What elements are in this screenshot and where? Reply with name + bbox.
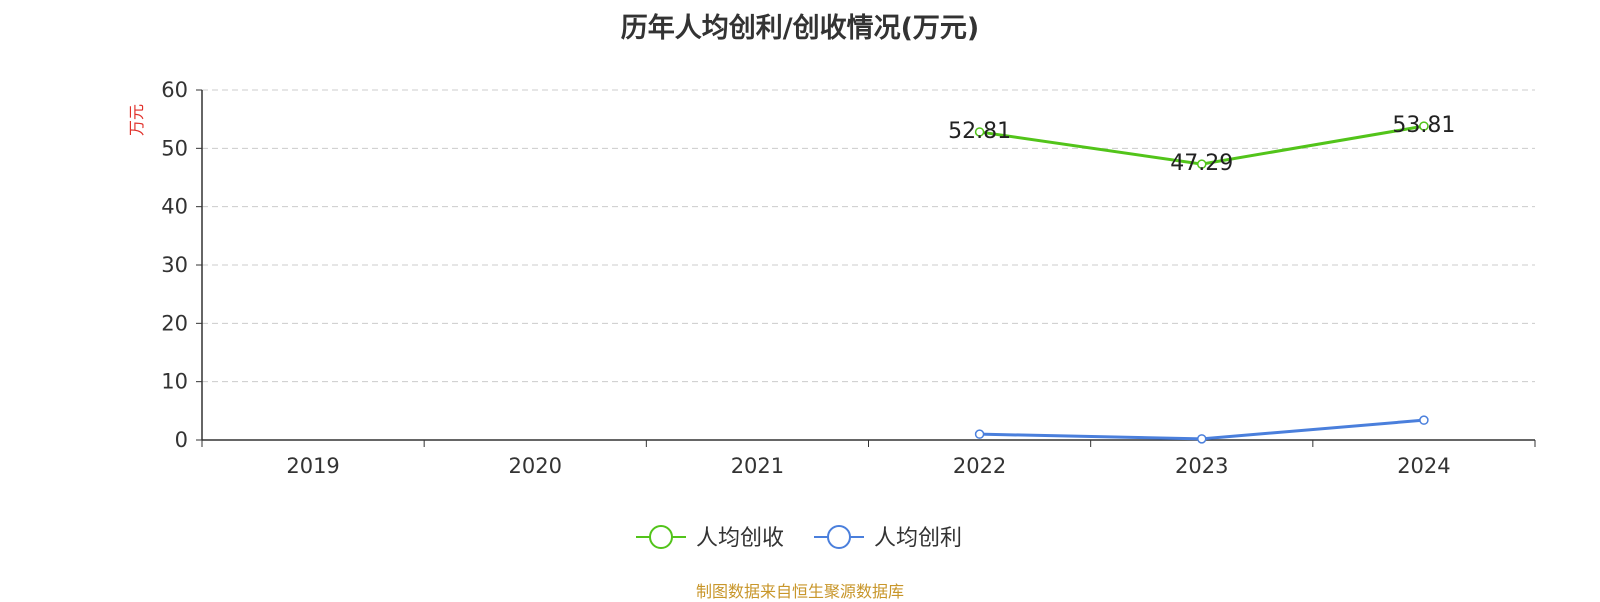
y-tick-label: 30 [161,253,188,277]
legend-label: 人均创收 [696,526,784,551]
x-tick-label: 2023 [1175,454,1228,478]
series [974,121,1429,444]
data-point [1197,159,1207,169]
x-tick-label: 2021 [731,454,784,478]
y-tick-label: 10 [161,370,188,394]
x-tick-label: 2024 [1397,454,1450,478]
data-labels: 52.81 47.29 53.81 [948,113,1455,176]
y-tick-label: 20 [161,311,188,335]
legend-label: 人均创利 [874,526,962,551]
axes: 0 10 20 30 40 50 60 2019 2020 2021 2022 2023 2024 [161,78,1536,478]
data-label: 52.81 [948,119,1011,144]
data-source-note: 制图数据来自恒生聚源数据库 [695,582,904,601]
x-tick-label: 2019 [286,454,339,478]
data-point [1419,415,1429,425]
y-tick-label: 0 [175,428,188,452]
data-point [974,429,985,439]
data-label: 47.29 [1170,151,1233,176]
grid-lines [202,89,1535,383]
y-tick-label: 60 [161,78,188,102]
legend-marker [649,525,673,549]
legend[interactable]: 人均创收 人均创利 [636,525,962,551]
legend-item-2[interactable]: 人均创利 [814,525,962,551]
x-tick-label: 2022 [953,454,1006,478]
legend-marker [827,525,851,549]
chart-title: 历年人均创利/创收情况(万元) [620,13,980,44]
y-tick-label: 50 [161,136,188,160]
y-axis-label: 万元 [127,104,146,136]
data-label: 53.81 [1392,113,1455,138]
data-point [1419,121,1429,131]
data-point [1197,434,1207,444]
x-tick-label: 2020 [509,454,562,478]
data-point [974,127,985,137]
legend-item-1[interactable]: 人均创收 [636,525,784,551]
y-tick-label: 40 [161,195,188,219]
